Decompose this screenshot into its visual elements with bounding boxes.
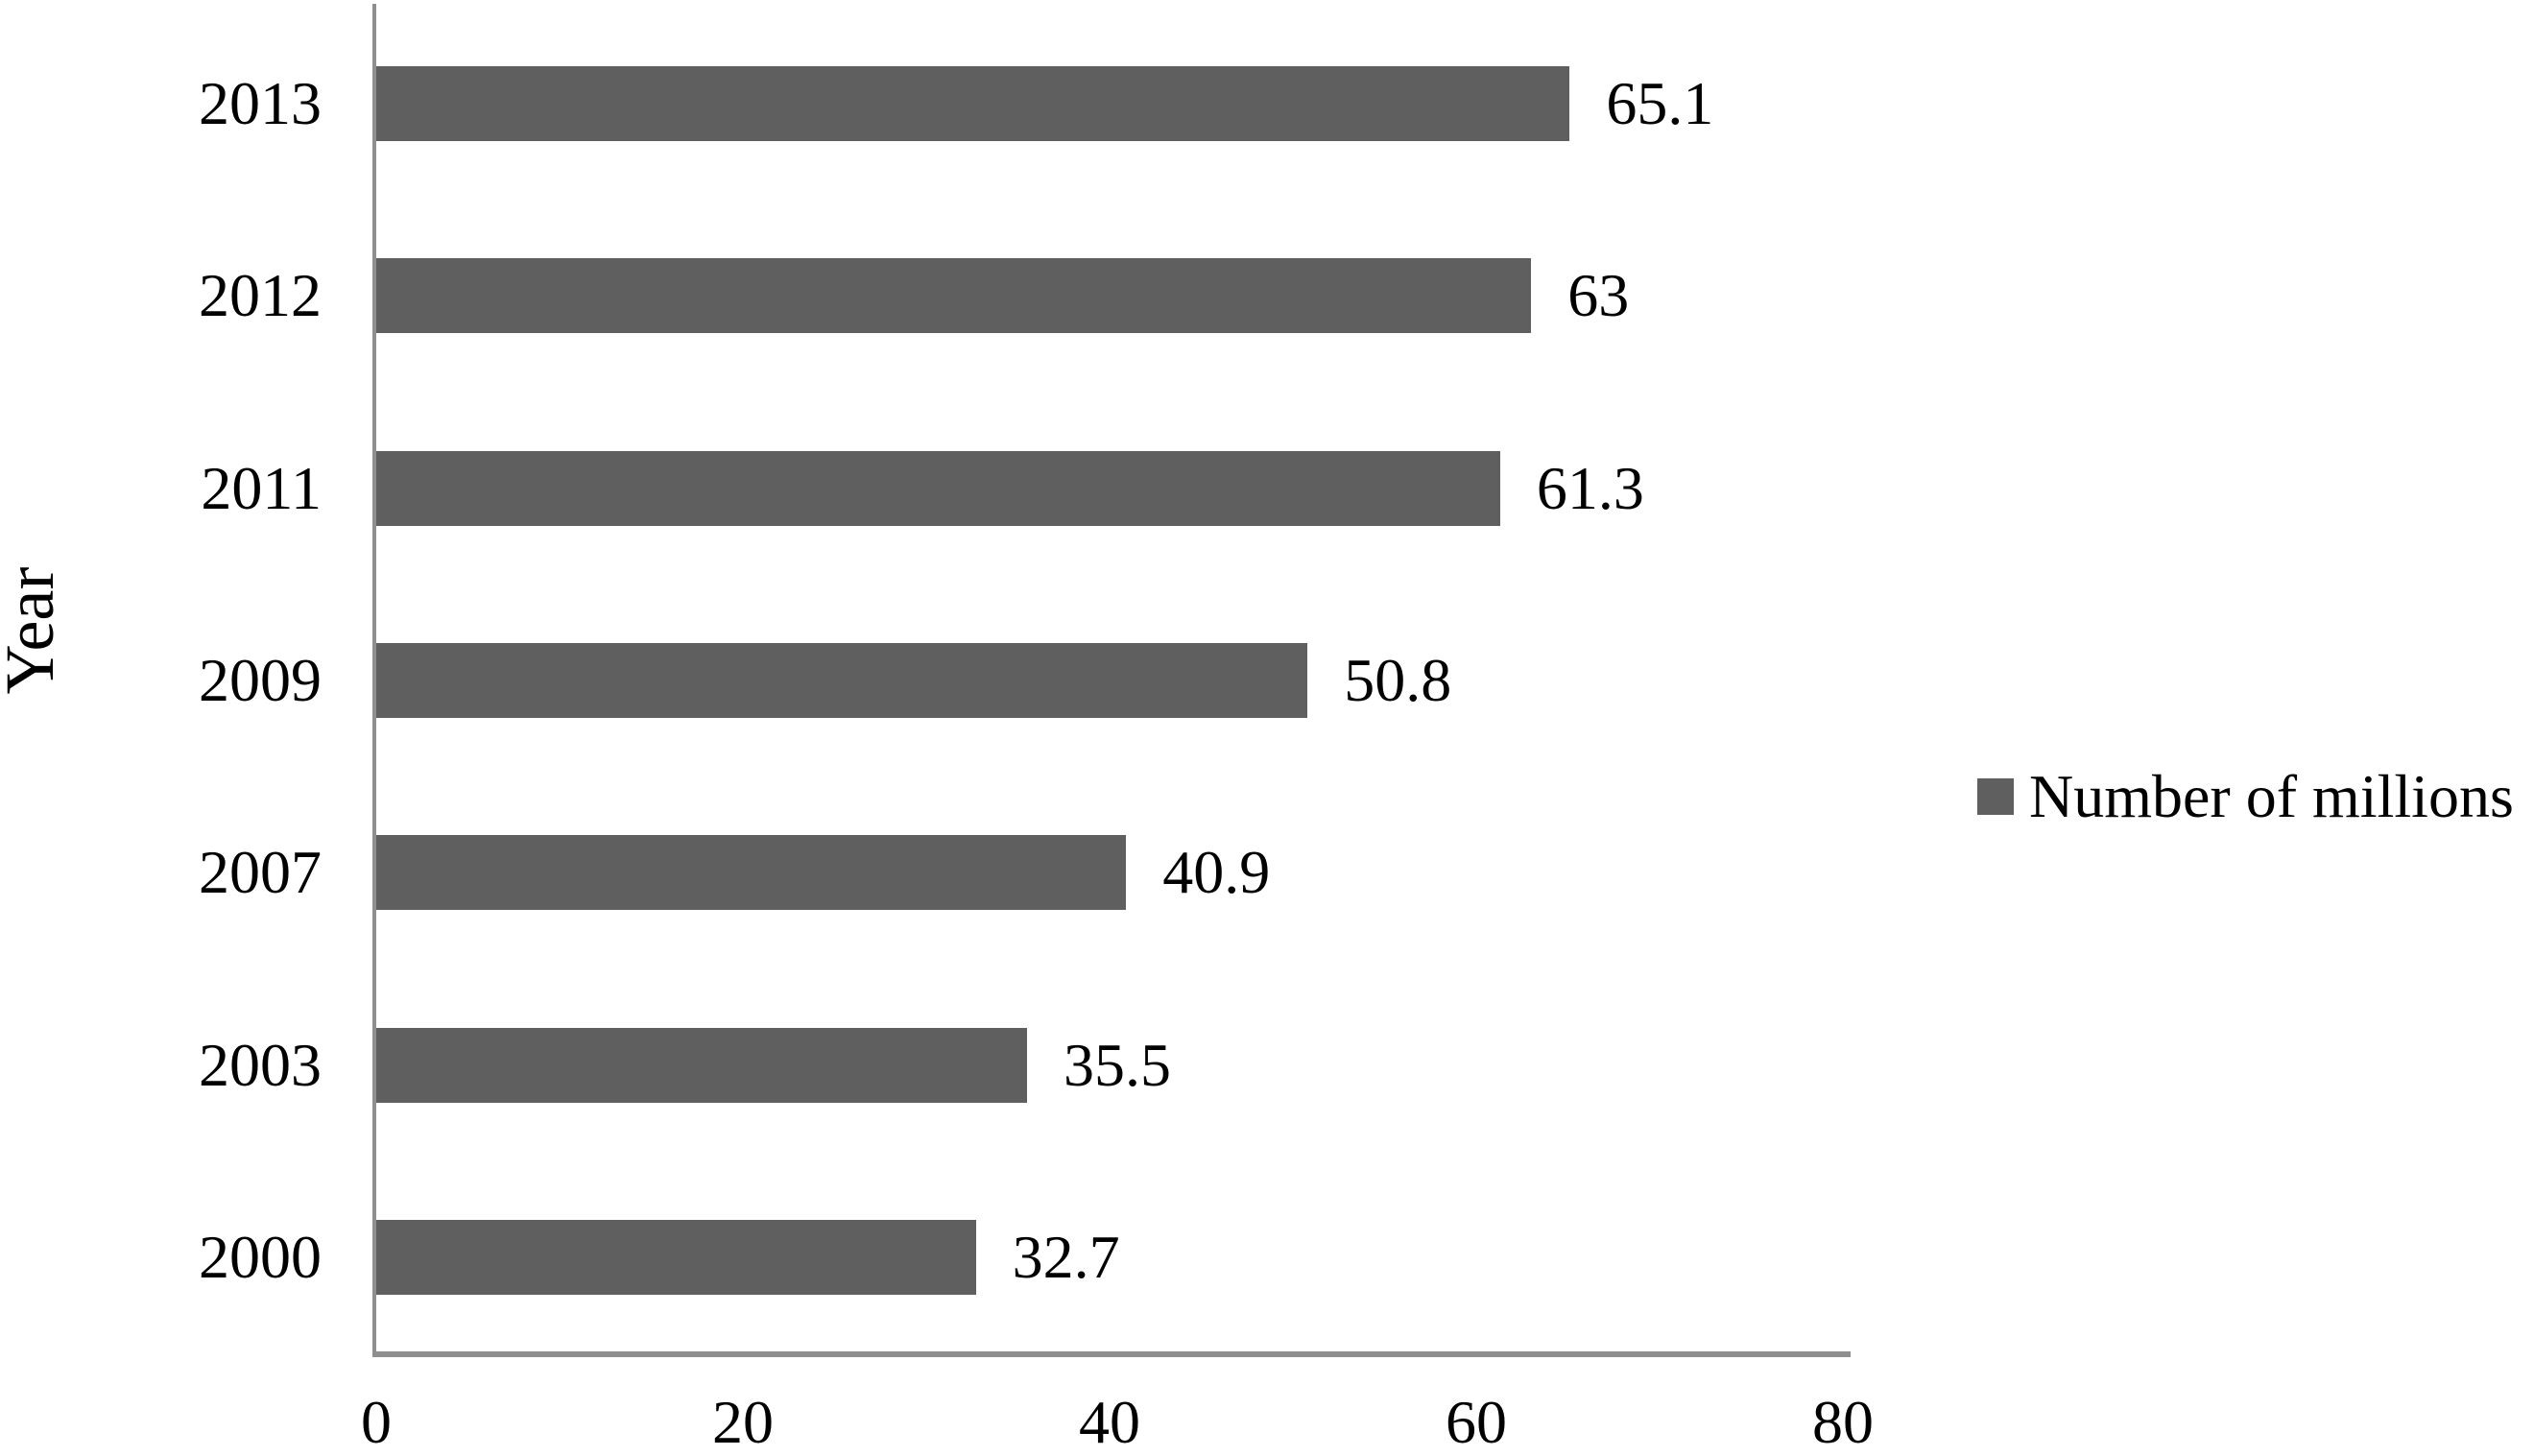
value-label: 61.3	[1536, 453, 1644, 522]
bar	[376, 835, 1127, 911]
category-label: 2000	[199, 1222, 322, 1291]
legend-swatch-icon	[1977, 778, 2014, 815]
x-axis-line	[372, 1351, 1851, 1357]
category-label: 2011	[201, 453, 322, 522]
bar	[376, 450, 1500, 526]
x-tick-label: 0	[361, 1388, 392, 1456]
y-axis-title: Year	[0, 566, 68, 695]
y-axis-line	[372, 4, 376, 1355]
legend-label: Number of millions	[2029, 762, 2514, 830]
bar	[376, 258, 1532, 334]
value-label: 40.9	[1162, 838, 1271, 907]
bar	[376, 66, 1570, 142]
x-tick-label: 80	[1812, 1388, 1874, 1456]
category-label: 2009	[199, 646, 322, 714]
category-label: 2007	[199, 838, 322, 907]
bar	[376, 1027, 1028, 1103]
category-label: 2013	[199, 69, 322, 138]
category-label: 2003	[199, 1030, 322, 1099]
x-tick-label: 60	[1446, 1388, 1507, 1456]
legend: Number of millions	[1977, 762, 2514, 831]
x-tick-label: 20	[712, 1388, 774, 1456]
bar	[376, 643, 1308, 718]
value-label: 65.1	[1606, 69, 1714, 138]
value-label: 32.7	[1012, 1222, 1120, 1291]
value-label: 50.8	[1344, 646, 1452, 714]
x-tick-label: 40	[1079, 1388, 1140, 1456]
value-label: 63	[1567, 261, 1630, 330]
bar	[376, 1219, 976, 1295]
category-label: 2012	[199, 261, 322, 330]
value-label: 35.5	[1064, 1030, 1172, 1099]
